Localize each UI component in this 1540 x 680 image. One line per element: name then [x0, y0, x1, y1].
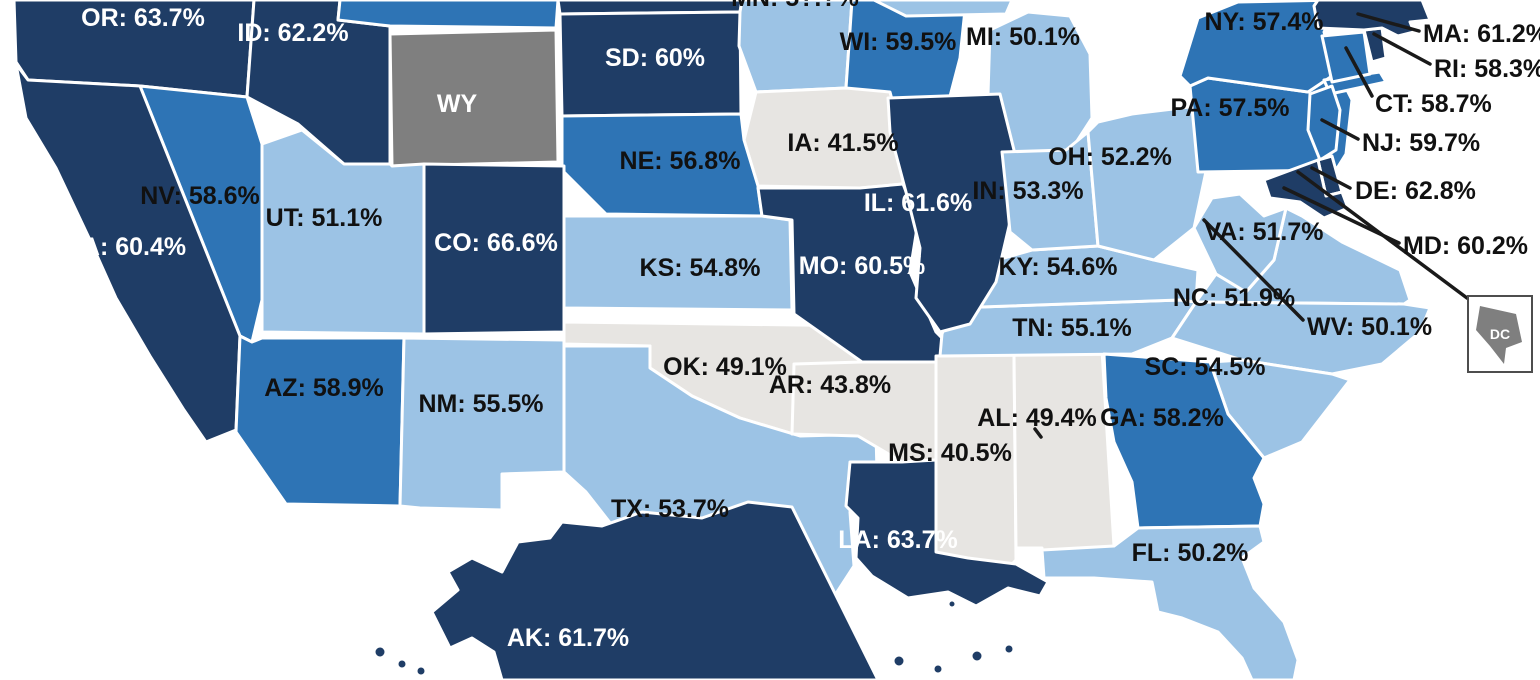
label-wy: WY — [437, 90, 478, 118]
label-co: CO: 66.6% — [434, 229, 558, 257]
dc-shape — [1476, 306, 1522, 364]
label-tn: TN: 55.1% — [1012, 314, 1131, 342]
label-ca: CA: 60.4% — [64, 233, 186, 261]
label-wi: WI: 59.5% — [840, 28, 957, 56]
label-al: AL: 49.4% — [977, 404, 1096, 432]
label-ne: NE: 56.8% — [620, 147, 741, 175]
wv-callout-line — [1202, 218, 1305, 322]
state-arizona — [234, 334, 406, 508]
label-ar: AR: 43.8% — [769, 371, 891, 399]
label-ks: KS: 54.8% — [640, 254, 761, 282]
label-mo: MO: 60.5% — [799, 252, 925, 280]
label-id: ID: 62.2% — [237, 19, 348, 47]
label-md: MD: 60.2% — [1403, 232, 1528, 260]
states-layer — [12, 0, 1432, 680]
state-connecticut — [1320, 30, 1372, 84]
state-california — [14, 62, 242, 444]
state-montana — [336, 0, 560, 30]
state-utah — [260, 128, 426, 336]
label-nv: NV: 58.6% — [140, 182, 260, 210]
state-wyoming — [388, 28, 560, 168]
state-labels-layer: OR: 63.7% ID: 62.2% WY SD: 60% MN: 5?.?%… — [64, 0, 1540, 652]
ma-callout-line — [1356, 12, 1421, 33]
label-nm: NM: 55.5% — [418, 390, 543, 418]
al-callout-tick — [1033, 427, 1043, 439]
label-va: VA: 51.7% — [1204, 218, 1323, 246]
label-nc: NC: 51.9% — [1173, 284, 1295, 312]
label-ma: MA: 61.2% — [1423, 20, 1540, 48]
aleutian-islands — [372, 598, 1016, 678]
label-mi: MI: 50.1% — [966, 23, 1080, 51]
state-florida — [1040, 524, 1300, 680]
label-wv: WV: 50.1% — [1307, 313, 1432, 341]
nj-callout-line — [1320, 118, 1360, 141]
label-sd: SD: 60% — [605, 44, 705, 72]
label-pa: PA: 57.5% — [1170, 94, 1289, 122]
label-ak: AK: 61.7% — [507, 624, 629, 652]
dc-label: DC — [1490, 326, 1510, 342]
state-michigan-upper-peninsula — [872, 0, 1014, 18]
state-illinois — [886, 92, 1016, 334]
label-ri: RI: 58.3% — [1434, 55, 1540, 83]
state-west-virginia — [1192, 192, 1288, 294]
state-indiana — [1000, 130, 1100, 252]
label-fl: FL: 50.2% — [1132, 539, 1249, 567]
state-louisiana — [844, 458, 1050, 608]
label-ga: GA: 58.2% — [1100, 404, 1224, 432]
label-sc: SC: 54.5% — [1145, 353, 1266, 381]
label-la: LA: 63.7% — [838, 526, 957, 554]
label-ky: KY: 54.6% — [998, 253, 1117, 281]
state-minnesota — [737, 0, 854, 94]
de-callout-line — [1310, 166, 1352, 190]
dc-callout-line — [1296, 170, 1469, 300]
dc-inset-box: DC — [1467, 295, 1533, 373]
label-tx: TX: 53.7% — [611, 495, 729, 523]
label-il: IL: 61.6% — [864, 189, 972, 217]
label-ct: CT: 58.7% — [1375, 90, 1492, 118]
state-georgia — [1102, 352, 1266, 530]
ct-callout-line — [1344, 46, 1374, 98]
label-mn-clipped: MN: 5?.?% — [731, 0, 859, 12]
label-az: AZ: 58.9% — [264, 374, 383, 402]
callout-lines — [1033, 12, 1469, 439]
label-ut: UT: 51.1% — [266, 204, 383, 232]
label-de: DE: 62.8% — [1355, 177, 1476, 205]
state-alaska-inset — [430, 500, 880, 680]
label-in: IN: 53.3% — [972, 177, 1083, 205]
label-ok: OK: 49.1% — [663, 353, 787, 381]
label-oh: OH: 52.2% — [1048, 143, 1172, 171]
label-ny: NY: 57.4% — [1204, 8, 1323, 36]
state-new-mexico — [398, 336, 566, 512]
state-ohio — [1086, 104, 1210, 262]
label-ia: IA: 41.5% — [787, 129, 898, 157]
ri-callout-line — [1372, 32, 1432, 66]
label-nj: NJ: 59.7% — [1362, 129, 1480, 157]
label-ms: MS: 40.5% — [888, 439, 1012, 467]
label-or: OR: 63.7% — [81, 4, 205, 32]
